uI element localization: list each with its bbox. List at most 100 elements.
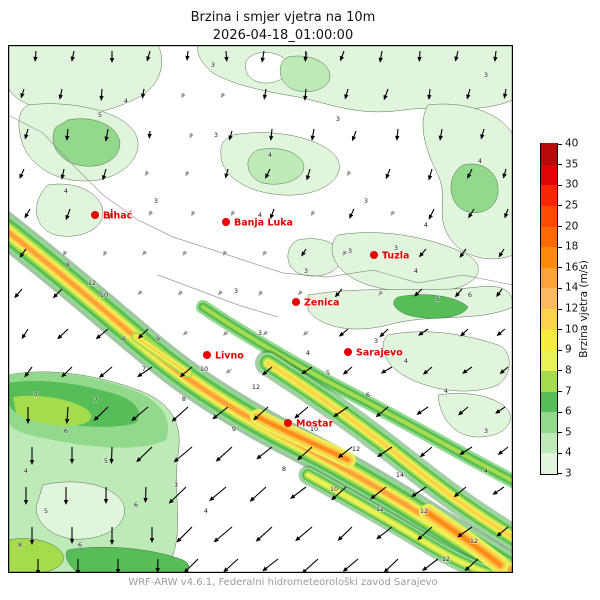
wind-arrow: [294, 406, 309, 419]
wind-speed-region: [382, 331, 510, 392]
wind-speed-band-layer: [426, 511, 502, 567]
wind-arrow: [419, 446, 433, 458]
city-marker-sarajevo: Sarajevo: [344, 347, 404, 359]
wind-arrow: [62, 250, 68, 257]
wind-arrow: [223, 558, 239, 573]
colorbar-tick: [558, 205, 562, 207]
wind-arrow: [331, 486, 347, 501]
wind-arrow: [29, 527, 35, 545]
wind-arrow: [69, 527, 75, 544]
wind-arrow: [303, 88, 308, 101]
contour-label: 3: [364, 197, 368, 205]
contour-label: 5: [98, 111, 102, 119]
wind-arrow: [351, 130, 357, 142]
contour-label: 6: [64, 427, 68, 435]
wind-speed-region: [280, 55, 331, 92]
wind-arrow: [230, 210, 236, 217]
city-dot: [292, 298, 300, 306]
wind-arrow: [217, 290, 223, 296]
wind-arrow: [390, 210, 396, 216]
wind-arrow: [177, 290, 183, 296]
contour-label: 7: [94, 396, 98, 404]
contour-label: 3: [258, 329, 262, 337]
wind-arrow: [215, 446, 233, 462]
wind-arrow: [183, 558, 199, 573]
wind-speed-regions: [8, 45, 513, 573]
wind-speed-band-layer: [134, 335, 190, 375]
contour-label: 4: [24, 467, 28, 475]
wind-arrow: [342, 558, 359, 572]
contour-label: 5: [104, 457, 108, 465]
city-label: Bihać: [103, 211, 133, 222]
wind-arrow: [131, 406, 149, 422]
contour-label: 7: [142, 365, 146, 373]
colorbar-tick-label: 18: [565, 240, 579, 253]
contour-label: 3: [154, 197, 158, 205]
wind-arrow: [70, 50, 75, 62]
wind-arrow: [262, 330, 269, 336]
wind-arrow: [370, 486, 387, 500]
wind-arrow: [375, 406, 389, 418]
wind-arrow: [377, 446, 393, 458]
wind-arrow: [103, 250, 108, 257]
colorbar-tick: [558, 164, 562, 166]
wind-arrow: [454, 50, 459, 62]
wind-arrow: [260, 50, 265, 63]
colorbar-tick: [558, 452, 562, 454]
colorbar-tick: [558, 184, 562, 186]
wind-arrow: [115, 559, 121, 573]
contour-label: 3: [174, 481, 178, 489]
wind-arrow: [29, 447, 35, 465]
wind-arrow: [334, 288, 343, 298]
wind-arrow: [173, 446, 193, 463]
wind-arrow: [297, 290, 303, 296]
colorbar-tick: [558, 308, 562, 310]
wind-arrow: [460, 328, 469, 337]
wind-arrow: [93, 406, 109, 421]
contour-label: 4: [204, 507, 208, 515]
colorbar-tick: [558, 473, 562, 474]
colorbar-tick-label: 16: [565, 261, 579, 274]
wind-arrow: [418, 328, 429, 336]
colorbar-tick-label: 20: [565, 220, 579, 233]
wind-arrow: [454, 288, 463, 298]
wind-arrow: [176, 526, 193, 543]
wind-speed-region: [245, 52, 290, 84]
contour-label: 12: [376, 505, 384, 513]
contour-label: 12: [470, 537, 478, 545]
wind-arrow: [301, 366, 313, 375]
wind-arrow: [99, 88, 104, 101]
wind-arrow: [52, 288, 63, 299]
wind-arrow: [249, 486, 267, 502]
city-label: Mostar: [296, 419, 334, 430]
chart-title-line1: Brzina i smjer vjetra na 10m: [190, 10, 376, 25]
contour-label: 7: [34, 391, 38, 399]
colorbar-segment: [541, 205, 557, 227]
contour-label: 4: [64, 187, 68, 195]
chart-title: Brzina i smjer vjetra na 10m 2026-04-18_…: [0, 9, 566, 44]
wind-arrow: [212, 406, 229, 420]
wind-arrow: [310, 210, 316, 217]
wind-arrow: [14, 288, 23, 299]
contour-label: 6: [122, 335, 126, 343]
wind-arrow: [144, 170, 150, 177]
wind-arrow: [142, 250, 148, 256]
colorbar-tick-label: 5: [565, 426, 572, 439]
contour-label: 6: [366, 391, 370, 399]
wind-arrow: [19, 248, 27, 258]
wind-arrow: [493, 50, 498, 62]
wind-arrow: [148, 210, 154, 216]
city-markers-layer: Bihać Banja Luka Tuzla Zenica Livno Sarajevo M…: [91, 210, 410, 430]
wind-arrow: [342, 366, 353, 375]
wind-arrows-layer: [14, 50, 509, 573]
colorbar-segment: [541, 411, 557, 433]
wind-arrow: [453, 486, 467, 498]
contour-label: 3: [304, 267, 308, 275]
wind-arrow: [149, 527, 155, 543]
wind-arrow: [376, 526, 393, 540]
colorbar-segment: [541, 225, 557, 248]
colorbar-tick: [558, 226, 562, 227]
colorbar-segment: [541, 452, 557, 474]
contour-label: 8: [182, 395, 186, 403]
city-label: Tuzla: [382, 251, 409, 262]
